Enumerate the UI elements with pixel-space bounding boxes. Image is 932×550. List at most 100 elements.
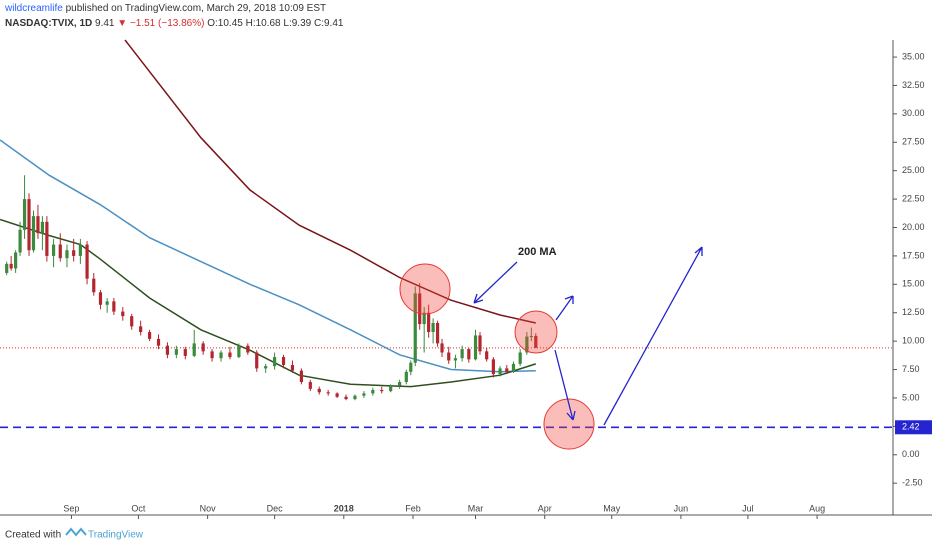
x-tick-label: Jun <box>674 503 689 513</box>
candle-body <box>404 371 408 383</box>
candle-body <box>460 349 464 359</box>
x-tick-label: Sep <box>63 503 79 513</box>
candle-body <box>237 345 241 358</box>
candle-body <box>255 352 259 369</box>
y-tick-label: 25.00 <box>902 165 925 175</box>
candle-body <box>78 244 82 256</box>
y-tick-label: 7.50 <box>902 364 920 374</box>
candle-body <box>418 293 422 325</box>
candle-body <box>467 349 471 360</box>
candle-body <box>31 216 36 251</box>
candle-body <box>201 343 205 352</box>
y-tick-label: 22.50 <box>902 193 925 203</box>
y-tick-label: 0.00 <box>902 449 920 459</box>
candle-body <box>335 393 339 397</box>
y-tick-label: 30.00 <box>902 108 925 118</box>
change: ▼ −1.51 (−13.86%) <box>117 18 205 29</box>
candle-body <box>45 221 49 256</box>
candle-body <box>290 365 295 371</box>
candle-body <box>435 322 440 344</box>
arrows <box>473 246 703 426</box>
y-tick-label: 12.50 <box>902 307 925 317</box>
candle-body <box>219 352 223 359</box>
candle-body <box>156 338 161 346</box>
candle-body <box>65 250 69 259</box>
candle-body <box>210 351 214 359</box>
candle-body <box>525 336 529 353</box>
arrow <box>555 295 574 321</box>
candle-body <box>183 349 187 356</box>
candle-body <box>92 278 96 293</box>
published: published on TradingView.com, March 29, … <box>65 3 327 14</box>
candle-body <box>362 393 366 396</box>
y-tick-label: 10.00 <box>902 336 925 346</box>
x-tick-label: Mar <box>468 503 484 513</box>
symbol: NASDAQ:TVIX, 1D <box>5 18 93 29</box>
candle-body <box>431 322 435 333</box>
y-tick-label: 15.00 <box>902 279 925 289</box>
candle-body <box>147 332 152 339</box>
arrow <box>554 349 576 421</box>
candle-body <box>371 390 375 394</box>
candle-body <box>51 244 56 256</box>
candle-body <box>409 362 413 372</box>
candle-body <box>353 395 357 400</box>
candle-body <box>112 301 116 312</box>
candle-body <box>447 352 451 361</box>
candle-body <box>529 336 533 338</box>
level-label: 2.42 <box>902 422 920 432</box>
y-tick-label: 20.00 <box>902 222 925 232</box>
candle-body <box>272 357 277 367</box>
x-tick-label: 2018 <box>334 503 354 513</box>
candle-body <box>427 312 431 333</box>
candle-body <box>105 301 109 305</box>
candle-body <box>98 292 103 305</box>
arrow <box>473 261 518 304</box>
x-tick-label: Dec <box>267 503 284 513</box>
candle-body <box>58 244 62 259</box>
candle-body <box>398 382 402 386</box>
candle-body <box>518 352 522 364</box>
arrow <box>603 246 703 426</box>
level-label-box <box>895 420 932 435</box>
candle-body <box>121 311 125 317</box>
circle <box>543 398 595 450</box>
highlight-circles <box>399 263 595 450</box>
candle-body <box>511 363 516 372</box>
annotation: 200 MA <box>518 246 557 258</box>
candle-body <box>18 229 22 253</box>
candle-body <box>5 263 9 273</box>
candle-body <box>380 390 384 392</box>
symbol-line: NASDAQ:TVIX, 1D 9.41 ▼ −1.51 (−13.86%) O… <box>5 18 343 29</box>
x-tick-label: Jul <box>742 503 754 513</box>
footer-brand: TradingView <box>88 530 144 541</box>
candle-body <box>422 312 426 325</box>
price: 9.41 <box>95 18 115 29</box>
logo <box>65 527 87 537</box>
candle-body <box>72 250 76 256</box>
candle-body <box>14 252 18 269</box>
candle-body <box>413 293 417 363</box>
header-line: wildcreamlife published on TradingView.c… <box>5 3 326 14</box>
candle-body <box>36 216 40 234</box>
candle-body <box>317 388 321 393</box>
candle-body <box>174 349 178 355</box>
ohlc: O:10.45 H:10.68 L:9.39 C:9.41 <box>207 18 344 29</box>
candle-body <box>498 368 502 375</box>
x-tick-label: May <box>603 503 621 513</box>
candle-body <box>485 351 489 360</box>
y-tick-label: 17.50 <box>902 250 925 260</box>
candle-body <box>473 335 478 360</box>
candle-body <box>281 357 286 365</box>
candle-body <box>9 263 13 269</box>
author: wildcreamlife <box>5 3 63 14</box>
candle-body <box>130 316 134 327</box>
ma-line <box>124 39 536 324</box>
y-tick-label: 32.50 <box>902 80 925 90</box>
ma-line <box>0 139 536 373</box>
candle-body <box>326 392 330 394</box>
candle-body <box>534 336 538 348</box>
y-tick-label: 35.00 <box>902 51 925 61</box>
